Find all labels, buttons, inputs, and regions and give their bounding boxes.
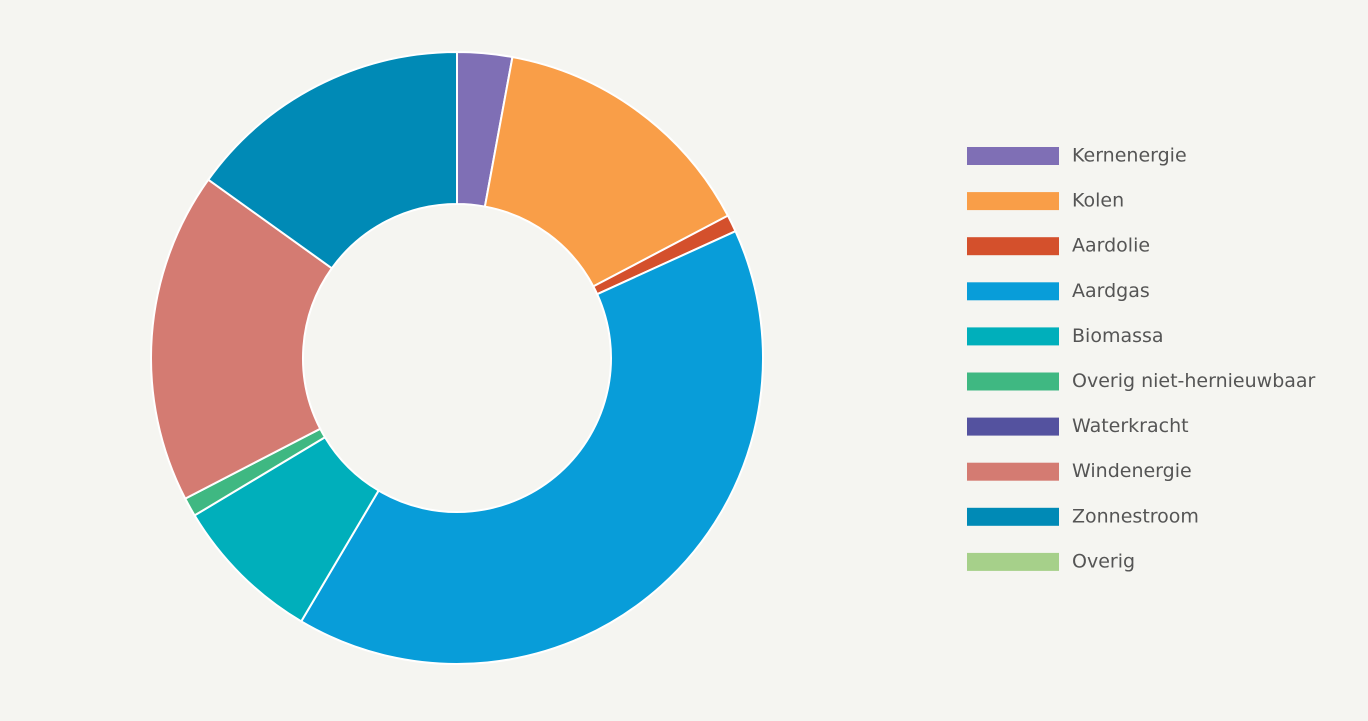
- legend-label: Aardolie: [1072, 235, 1150, 257]
- donut-slice: [299, 229, 764, 665]
- donut-slice: [206, 50, 458, 270]
- legend-swatch: [967, 462, 1059, 481]
- legend-swatch: [967, 237, 1059, 256]
- legend-label: Kolen: [1072, 190, 1124, 212]
- legend-swatch: [967, 192, 1059, 211]
- legend-label: Overig: [1072, 550, 1135, 572]
- legend-label: Zonnestroom: [1072, 505, 1199, 527]
- legend-swatch: [967, 507, 1059, 526]
- legend-swatch: [967, 372, 1059, 391]
- legend-label: Overig niet-hernieuwbaar: [1072, 370, 1316, 392]
- legend-swatch: [967, 327, 1059, 346]
- legend-swatch: [967, 147, 1059, 165]
- legend-label: Windenergie: [1072, 460, 1192, 482]
- legend-label: Aardgas: [1072, 280, 1150, 302]
- legend-swatch: [967, 552, 1059, 571]
- legend-swatch: [967, 282, 1059, 301]
- legend-swatch: [967, 417, 1059, 436]
- donut-slice: [150, 178, 334, 500]
- legend-label: Kernenergie: [1072, 145, 1187, 167]
- donut-slice: [483, 55, 730, 288]
- legend-label: Biomassa: [1072, 325, 1164, 347]
- legend-label: Waterkracht: [1072, 415, 1189, 437]
